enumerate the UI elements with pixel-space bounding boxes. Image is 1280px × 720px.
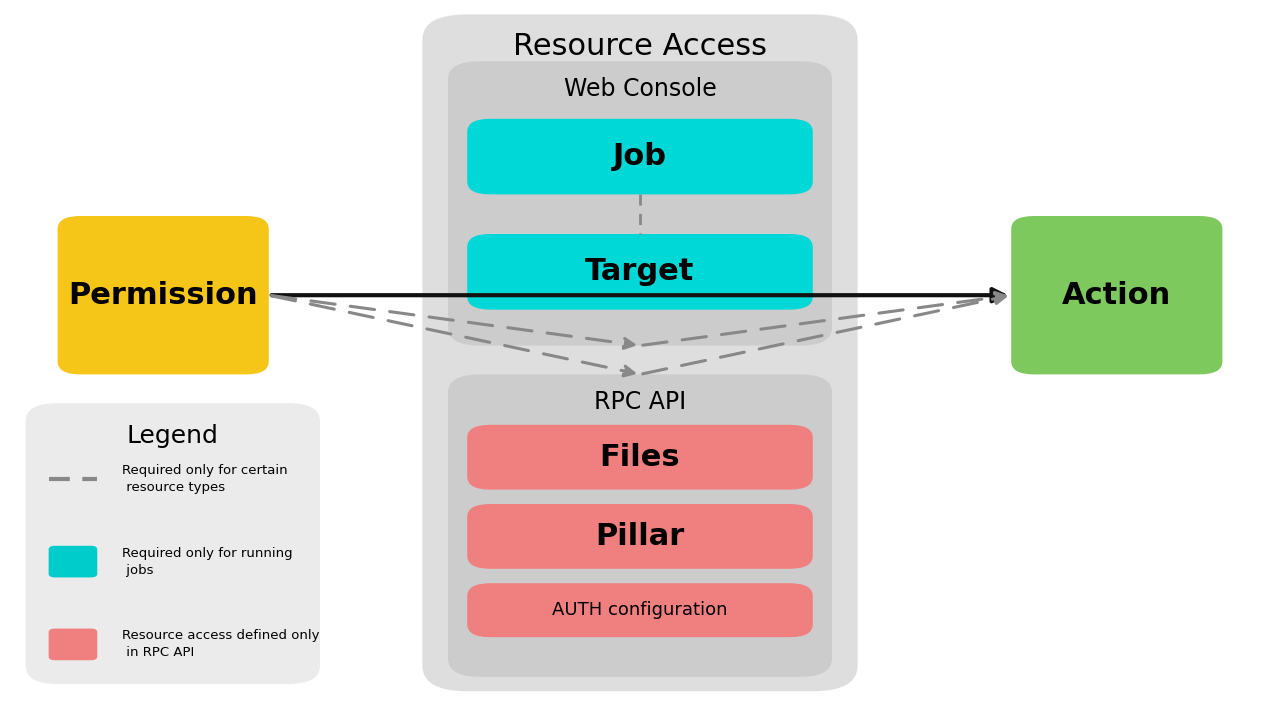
Text: Pillar: Pillar (595, 522, 685, 551)
FancyBboxPatch shape (58, 216, 269, 374)
FancyBboxPatch shape (448, 61, 832, 346)
FancyBboxPatch shape (467, 504, 813, 569)
FancyBboxPatch shape (467, 425, 813, 490)
Text: Action: Action (1062, 281, 1171, 310)
FancyBboxPatch shape (448, 374, 832, 677)
FancyBboxPatch shape (49, 546, 97, 577)
Text: Job: Job (613, 142, 667, 171)
Text: Required only for running
 jobs: Required only for running jobs (122, 546, 292, 577)
Text: RPC API: RPC API (594, 390, 686, 414)
Text: AUTH configuration: AUTH configuration (552, 601, 728, 619)
FancyBboxPatch shape (1011, 216, 1222, 374)
FancyBboxPatch shape (467, 583, 813, 637)
Text: Target: Target (585, 257, 695, 287)
FancyBboxPatch shape (26, 403, 320, 684)
Text: Resource Access: Resource Access (513, 32, 767, 61)
Text: Legend: Legend (127, 423, 219, 448)
Text: Required only for certain
 resource types: Required only for certain resource types (122, 464, 287, 494)
FancyBboxPatch shape (467, 119, 813, 194)
FancyBboxPatch shape (49, 629, 97, 660)
Text: Web Console: Web Console (563, 76, 717, 101)
FancyBboxPatch shape (467, 234, 813, 310)
Text: Files: Files (600, 443, 680, 472)
Text: Resource access defined only
 in RPC API: Resource access defined only in RPC API (122, 629, 319, 660)
FancyBboxPatch shape (422, 14, 858, 691)
Text: Permission: Permission (68, 281, 259, 310)
